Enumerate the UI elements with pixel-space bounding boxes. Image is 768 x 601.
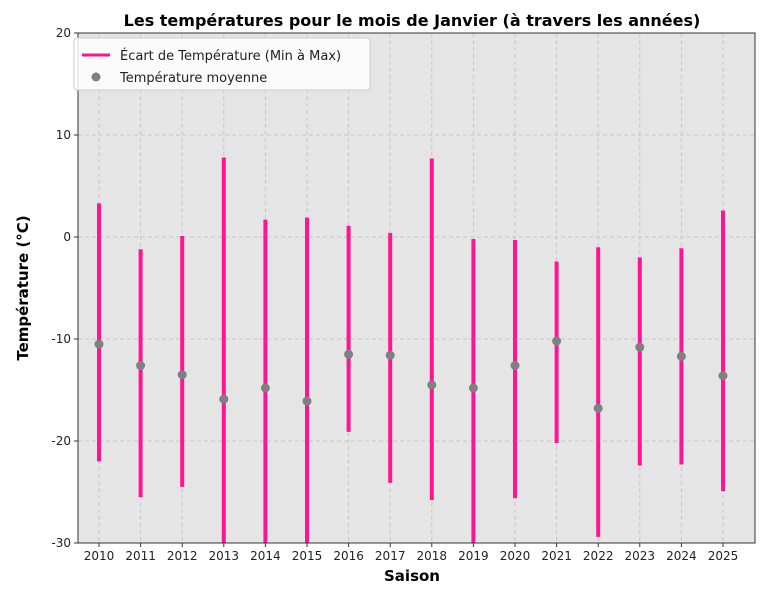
mean-point-2023 [635,342,645,352]
legend-mean-label: Température moyenne [119,71,267,86]
y-tick-label: 0 [63,230,71,244]
x-tick-label: 2010 [84,549,115,563]
mean-point-2022 [593,403,603,413]
mean-point-2024 [676,351,686,361]
x-tick-label: 2013 [209,549,240,563]
mean-point-2016 [344,349,354,359]
x-tick-label: 2019 [458,549,489,563]
mean-point-2018 [427,380,437,390]
legend-mean-swatch [91,72,101,82]
x-tick-label: 2022 [583,549,614,563]
y-tick-label: 20 [56,26,71,40]
mean-point-2010 [94,339,104,349]
y-tick-label: -20 [51,434,71,448]
x-tick-label: 2012 [167,549,198,563]
mean-point-2017 [385,350,395,360]
mean-point-2012 [177,370,187,380]
mean-point-2011 [136,361,146,371]
legend-range-label: Écart de Température (Min à Max) [120,48,341,64]
mean-point-2019 [468,383,478,393]
mean-point-2021 [552,336,562,346]
plot-area [78,33,755,543]
y-tick-label: -10 [51,332,71,346]
y-tick-label: 10 [56,128,71,142]
x-tick-label: 2023 [625,549,656,563]
chart-title: Les températures pour le mois de Janvier… [124,11,701,30]
y-tick-label: -30 [51,536,71,550]
x-tick-label: 2024 [666,549,697,563]
plot-frame [77,32,756,544]
x-tick-label: 2025 [708,549,739,563]
mean-point-2020 [510,361,520,371]
x-tick-label: 2014 [250,549,281,563]
legend: Écart de Température (Min à Max) Tempéra… [73,37,371,91]
mean-point-2014 [260,383,270,393]
x-tick-label: 2015 [292,549,323,563]
x-tick-label: 2011 [125,549,156,563]
x-tick-label: 2016 [333,549,364,563]
mean-point-2025 [718,371,728,381]
x-tick-label: 2021 [541,549,572,563]
x-tick-label: 2018 [417,549,448,563]
x-tick-label: 2020 [500,549,531,563]
mean-point-2013 [219,394,229,404]
x-tick-label: 2017 [375,549,406,563]
mean-point-2015 [302,396,312,406]
y-axis-label: Température (°C) [14,215,32,360]
x-axis-label: Saison [384,567,440,585]
